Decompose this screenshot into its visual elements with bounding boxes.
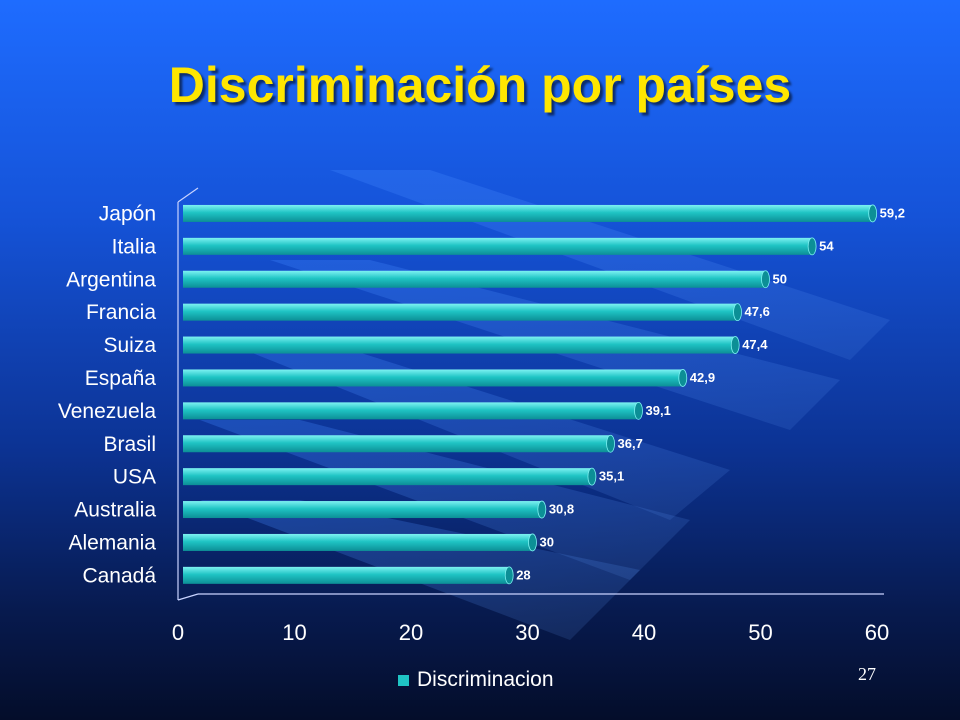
x-tick-label: 10: [282, 620, 306, 645]
legend-label: Discriminacion: [417, 668, 554, 691]
bar-body: [183, 237, 813, 255]
bar-cap: [634, 401, 643, 420]
value-label: 30,8: [549, 502, 574, 517]
bar-body: [183, 204, 873, 222]
slide-title: Discriminación por países: [168, 57, 792, 113]
axis-corner-line: [177, 593, 199, 601]
value-label: 50: [773, 271, 787, 286]
bar: [183, 533, 537, 552]
bar-cap: [678, 369, 688, 387]
bar-cap: [528, 533, 537, 552]
value-label: 39,1: [646, 403, 671, 418]
bar-body: [183, 270, 766, 288]
bar: [183, 500, 547, 519]
x-axis-ticks: 0 10 20 30 40 50 60: [172, 620, 889, 645]
chart-axes: [177, 187, 884, 601]
x-tick-label: 20: [399, 620, 423, 645]
value-label: 28: [516, 567, 530, 582]
bar: [183, 467, 597, 486]
bar-body: [183, 303, 738, 321]
bar-cap: [606, 434, 615, 453]
value-label: 42,9: [690, 370, 715, 385]
bar: [183, 336, 740, 354]
value-labels: 59,2 54 50 47,6 47,4 42,9 39,1 36,7 35,1 30,8 30 28: [516, 205, 905, 582]
category-label: USA: [113, 466, 156, 489]
bar: [183, 204, 878, 223]
value-label: 59,2: [880, 205, 905, 220]
bars-group: [183, 204, 878, 585]
bar: [183, 270, 770, 289]
value-label: 47,6: [745, 304, 770, 319]
category-label: Japón: [99, 202, 156, 225]
legend-swatch: [398, 674, 409, 686]
value-label: 30: [540, 534, 554, 549]
value-label: 35,1: [599, 469, 624, 484]
x-tick-label: 60: [865, 620, 889, 645]
bar: [183, 566, 514, 585]
bar-body: [183, 566, 510, 584]
bar-cap: [761, 270, 770, 289]
bar-body: [183, 468, 592, 486]
value-label: 47,4: [742, 337, 768, 352]
category-label: Canadá: [82, 564, 156, 587]
category-label: Francia: [86, 301, 156, 324]
x-tick-label: 50: [748, 620, 772, 645]
bar: [183, 303, 742, 322]
category-label: Australia: [74, 499, 156, 522]
category-label: Brasil: [103, 433, 156, 456]
category-label: Argentina: [66, 268, 156, 291]
chart-legend: Discriminacion: [398, 668, 554, 692]
bar-body: [183, 501, 542, 519]
bar-body: [183, 533, 533, 551]
bar-cap: [504, 566, 514, 585]
bar-cap: [868, 204, 878, 223]
bar: [183, 369, 688, 387]
bar-body: [183, 435, 611, 453]
category-labels: Japón Italia Argentina Francia Suiza España Ve…: [58, 202, 156, 587]
x-tick-label: 0: [172, 620, 184, 645]
bar: [183, 434, 615, 453]
x-tick-label: 30: [515, 620, 539, 645]
axis-depth-line: [177, 187, 199, 203]
bar-body: [183, 369, 683, 387]
category-label: Suiza: [103, 334, 156, 357]
category-label: Italia: [112, 235, 157, 258]
value-label: 36,7: [618, 436, 643, 451]
bar-cap: [807, 237, 817, 256]
x-tick-label: 40: [632, 620, 656, 645]
category-label: España: [85, 367, 157, 390]
bar-cap: [587, 467, 597, 486]
category-label: Venezuela: [58, 400, 156, 423]
bar-body: [183, 402, 639, 420]
bar-body: [183, 336, 736, 354]
bar-cap: [733, 303, 742, 322]
page-number: 27: [858, 664, 876, 684]
value-label: 54: [819, 238, 834, 253]
bar-cap: [730, 336, 740, 354]
bar: [183, 401, 643, 420]
bar: [183, 237, 817, 256]
bar-cap: [537, 500, 547, 519]
category-label: Alemania: [68, 531, 156, 554]
